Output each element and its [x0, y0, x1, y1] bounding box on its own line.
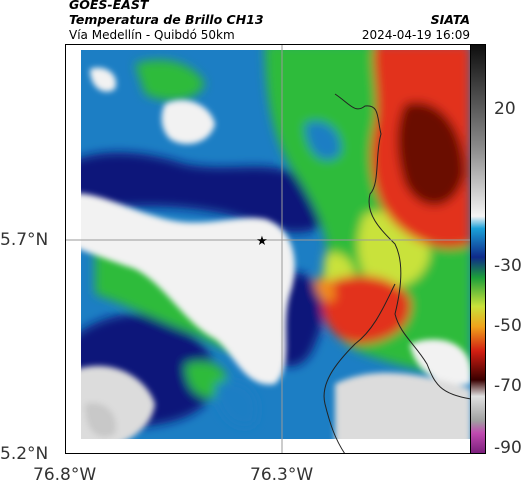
colorbar-tick-20: 20 — [494, 99, 516, 119]
colorbar-tick-minus70: -70 — [494, 376, 522, 396]
satellite-map: ★ — [65, 44, 471, 454]
colorbar — [470, 44, 486, 454]
region-subtitle: Vía Medellín - Quibdó 50km — [69, 28, 235, 42]
satellite-title: GOES-EAST — [69, 0, 149, 12]
lon-tick-76-3: 76.3°W — [250, 465, 314, 485]
brightness-temperature-field — [65, 44, 471, 454]
lat-tick-5-7: 5.7°N — [0, 230, 49, 250]
colorbar-tick-minus90: -90 — [494, 438, 522, 458]
lat-tick-5-2: 5.2°N — [0, 444, 49, 464]
product-title: Temperatura de Brillo CH13 — [69, 12, 264, 27]
lon-tick-76-8: 76.8°W — [33, 465, 97, 485]
datetime-label: 2024-04-19 16:09 — [361, 28, 470, 42]
colorbar-tick-minus30: -30 — [494, 256, 522, 276]
org-label: SIATA — [430, 12, 470, 27]
star-icon: ★ — [256, 234, 268, 249]
colorbar-tick-minus50: -50 — [494, 316, 522, 336]
